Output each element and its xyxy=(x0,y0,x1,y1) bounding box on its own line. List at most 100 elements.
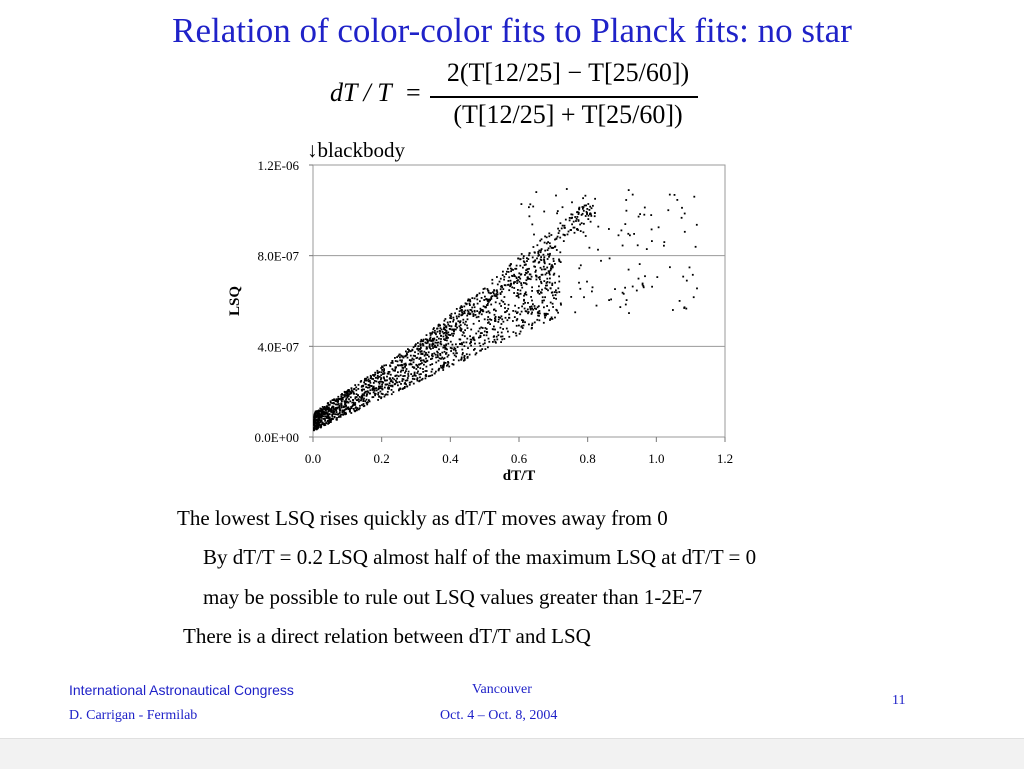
scatter-point xyxy=(385,383,387,386)
scatter-point xyxy=(527,302,529,304)
scatter-point xyxy=(404,365,407,367)
scatter-point xyxy=(540,256,542,258)
formula-fraction-bar xyxy=(430,96,698,98)
scatter-point xyxy=(555,291,558,294)
scatter-point xyxy=(394,383,397,385)
scatter-point xyxy=(531,322,534,325)
scatter-point xyxy=(344,403,346,406)
scatter-point xyxy=(500,335,502,338)
scatter-point xyxy=(411,348,414,351)
scatter-point xyxy=(614,288,616,290)
scatter-point xyxy=(454,349,457,352)
scatter-point xyxy=(370,375,372,378)
scatter-point xyxy=(472,304,475,306)
scatter-point xyxy=(316,410,319,412)
scatter-point xyxy=(437,359,440,362)
scatter-point xyxy=(511,274,513,277)
scatter-point xyxy=(330,418,333,421)
scatter-point xyxy=(463,357,466,360)
scatter-point xyxy=(386,375,388,378)
scatter-point xyxy=(345,413,347,415)
scatter-point xyxy=(455,315,458,318)
scatter-point xyxy=(548,272,551,274)
scatter-point xyxy=(361,385,363,387)
scatter-point xyxy=(314,425,317,428)
scatter-point xyxy=(372,391,375,394)
scatter-point xyxy=(470,338,473,341)
scatter-point xyxy=(461,334,464,337)
scatter-point xyxy=(381,366,384,369)
scatter-point xyxy=(439,332,441,335)
scatter-point xyxy=(368,399,370,401)
scatter-point xyxy=(367,401,369,404)
scatter-point xyxy=(380,374,383,377)
scatter-point xyxy=(460,356,463,359)
scatter-point xyxy=(523,298,525,301)
scatter-point xyxy=(428,339,431,342)
scatter-point xyxy=(491,278,494,281)
scatter-point xyxy=(317,424,320,427)
scatter-point xyxy=(476,293,479,296)
scatter-point xyxy=(494,328,496,331)
scatter-point xyxy=(383,368,385,370)
scatter-point xyxy=(492,292,495,295)
scatter-point xyxy=(519,258,522,261)
scatter-point xyxy=(556,235,559,238)
scatter-point xyxy=(558,229,561,232)
scatter-point xyxy=(459,321,461,323)
scatter-point xyxy=(530,275,533,278)
scatter-point xyxy=(522,255,525,257)
scatter-point xyxy=(508,276,511,279)
scatter-point xyxy=(625,209,628,212)
scatter-point xyxy=(544,235,546,238)
scatter-point xyxy=(352,404,354,407)
scatter-point xyxy=(479,309,482,312)
scatter-point xyxy=(610,298,612,301)
scatter-point xyxy=(540,238,543,241)
scatter-point xyxy=(509,285,511,288)
scatter-point xyxy=(405,350,407,353)
scatter-point xyxy=(535,269,537,272)
scatter-point xyxy=(590,213,592,216)
scatter-point xyxy=(453,332,455,335)
scatter-point xyxy=(400,383,402,385)
scatter-point xyxy=(493,325,495,328)
scatter-point xyxy=(429,338,431,340)
scatter-point xyxy=(369,392,371,395)
scatter-point xyxy=(493,308,496,311)
scatter-point xyxy=(465,341,468,344)
scatter-point xyxy=(345,397,348,400)
scatter-point xyxy=(550,265,553,268)
scatter-point xyxy=(483,334,485,337)
scatter-point xyxy=(494,340,497,343)
scatter-point xyxy=(379,387,381,389)
scatter-point xyxy=(445,332,448,335)
scatter-point xyxy=(467,312,469,315)
scatter-point xyxy=(536,318,539,321)
scatter-point xyxy=(347,389,349,392)
scatter-point xyxy=(487,289,490,292)
scatter-point xyxy=(490,319,493,321)
scatter-point xyxy=(423,363,425,366)
scatter-point xyxy=(380,367,383,369)
scatter-point xyxy=(433,345,436,348)
scatter-point xyxy=(439,342,442,345)
scatter-point xyxy=(495,309,497,312)
scatter-point xyxy=(495,341,497,344)
scatter-point xyxy=(546,249,549,251)
scatter-point xyxy=(482,305,485,308)
scatter-point xyxy=(535,274,538,277)
scatter-point xyxy=(525,263,527,266)
x-tick-label: 0.6 xyxy=(511,451,528,466)
scatter-point xyxy=(348,389,350,391)
scatter-point xyxy=(369,377,372,380)
scatter-point xyxy=(479,335,482,337)
scatter-point xyxy=(608,257,611,260)
scatter-point xyxy=(522,303,525,305)
scatter-point xyxy=(426,338,429,341)
scatter-point xyxy=(466,324,468,327)
scatter-point xyxy=(429,332,432,335)
scatter-point xyxy=(572,226,575,229)
scatter-point xyxy=(587,214,590,217)
scatter-point xyxy=(382,381,385,384)
